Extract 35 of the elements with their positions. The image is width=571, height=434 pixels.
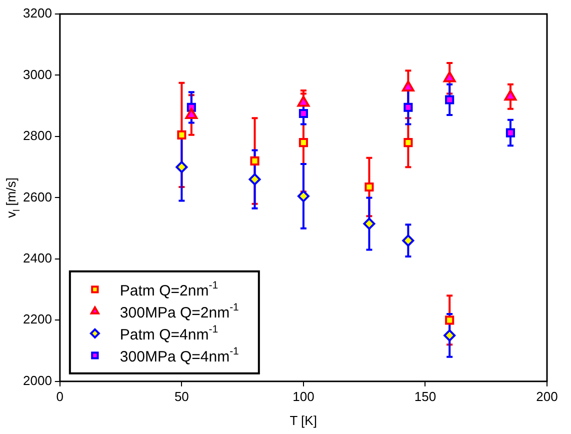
x-tick-label: 50 (174, 388, 189, 404)
point (404, 138, 413, 148)
point (177, 130, 186, 140)
point (250, 156, 260, 166)
point (445, 95, 454, 104)
point (176, 161, 188, 174)
x-axis-title: T [K] (290, 412, 317, 428)
y-tick-label: 2400 (23, 250, 52, 266)
y-tick-label: 3200 (23, 6, 52, 21)
point (444, 329, 456, 342)
point (402, 234, 414, 247)
point (443, 71, 456, 82)
point (504, 90, 517, 101)
point (402, 80, 414, 92)
x-tick-label: 100 (292, 388, 314, 404)
point (185, 108, 198, 120)
x-tick-label: 150 (414, 388, 436, 404)
point (298, 108, 308, 118)
x-tick-label: 0 (56, 388, 64, 404)
point (298, 138, 308, 148)
y-tick-label: 2000 (23, 372, 52, 388)
y-tick-label: 2800 (23, 128, 52, 144)
x-tick-label: 200 (536, 388, 558, 404)
y-axis-title: vl [m/s] (4, 178, 22, 218)
point (364, 182, 374, 192)
point (297, 190, 310, 202)
point (248, 173, 261, 186)
point (506, 128, 516, 138)
y-tick-label: 2200 (23, 312, 52, 327)
point (363, 218, 376, 230)
point (445, 316, 454, 325)
point (404, 102, 413, 112)
y-tick-label: 3000 (23, 66, 52, 82)
y-tick-label: 2600 (23, 189, 52, 204)
point (297, 96, 310, 107)
